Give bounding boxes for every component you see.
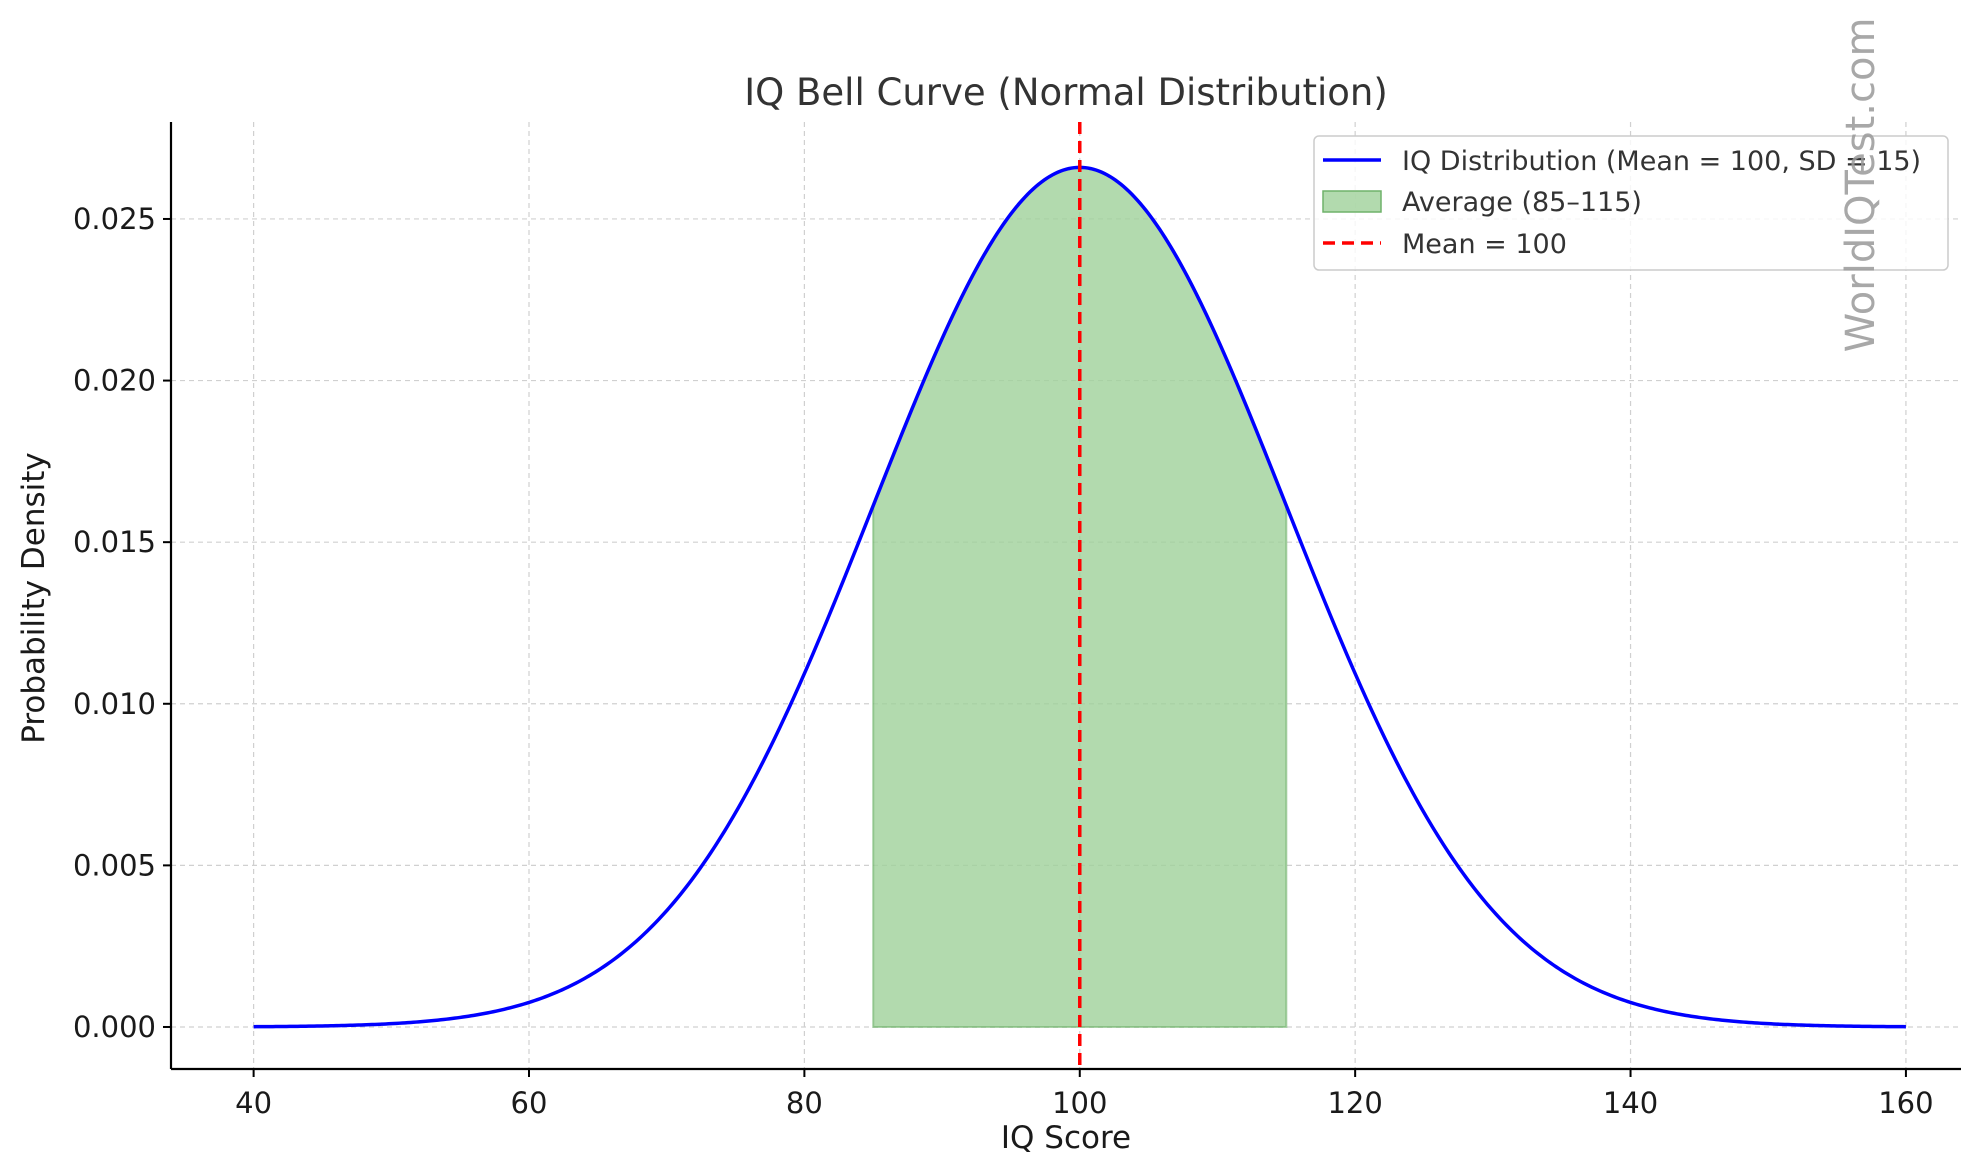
- legend-box: [1313, 135, 1949, 271]
- y-axis-ticks: 0.000 0.005 0.010 0.015 0.020 0.025: [73, 202, 171, 1044]
- x-tick-label: 80: [786, 1086, 823, 1120]
- legend: IQ Distribution (Mean = 100, SD = 15) Av…: [1313, 135, 1949, 271]
- legend-label-mean: Mean = 100: [1402, 229, 1567, 260]
- legend-label-distribution: IQ Distribution (Mean = 100, SD = 15): [1402, 146, 1921, 177]
- x-tick-label: 160: [1878, 1086, 1933, 1120]
- x-axis-label: IQ Score: [1001, 1120, 1131, 1156]
- legend-label-average: Average (85–115): [1402, 187, 1642, 218]
- y-tick-label: 0.000: [73, 1010, 156, 1044]
- y-tick-label: 0.010: [73, 687, 156, 721]
- x-tick-label: 140: [1603, 1086, 1658, 1120]
- y-tick-label: 0.025: [73, 202, 156, 236]
- x-tick-label: 60: [511, 1086, 548, 1120]
- x-tick-label: 40: [235, 1086, 272, 1120]
- y-tick-label: 0.020: [73, 364, 156, 398]
- y-axis-label: Probability Density: [16, 452, 52, 744]
- chart-title: IQ Bell Curve (Normal Distribution): [744, 71, 1388, 114]
- y-tick-label: 0.015: [73, 525, 156, 559]
- legend-area-swatch: [1322, 190, 1382, 213]
- axes: [169, 122, 1961, 1071]
- x-axis-ticks: 40 60 80 100 120 140 160: [235, 1069, 1934, 1120]
- x-tick-label: 120: [1327, 1086, 1382, 1120]
- x-tick-label: 100: [1052, 1086, 1107, 1120]
- y-tick-label: 0.005: [73, 848, 156, 882]
- watermark: WorldIQTest.com: [1838, 18, 1884, 353]
